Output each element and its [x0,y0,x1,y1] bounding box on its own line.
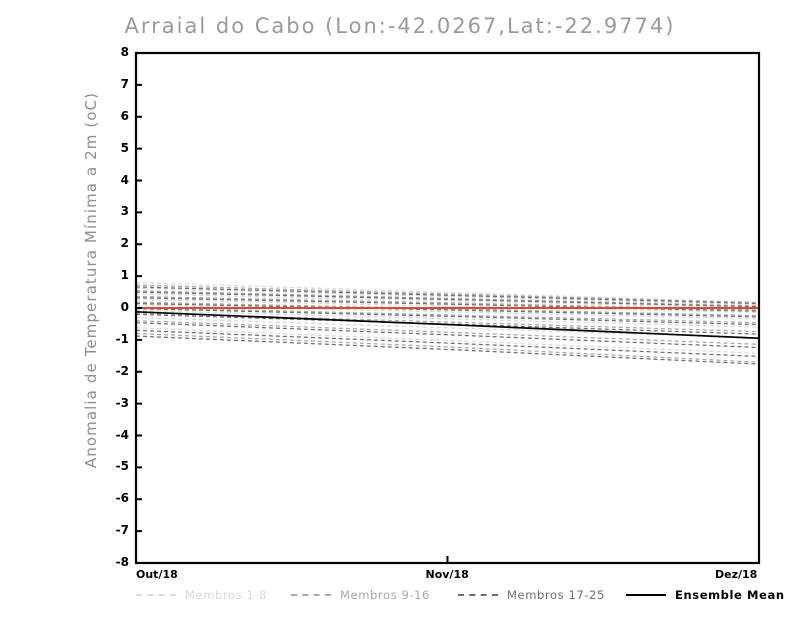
x-tick-label: Dez/18 [715,568,758,581]
member-line [136,304,759,320]
legend-label: Membros 1-8 [185,588,268,602]
y-tick-label: -1 [115,331,129,346]
member-line [136,320,759,345]
y-tick-label: -7 [115,523,129,538]
legend-label: Membros 17-25 [507,588,605,602]
ensemble-mean-line [136,310,759,340]
x-tick-label: Nov/18 [425,568,469,581]
member-line [136,284,759,304]
member-line [136,293,759,309]
y-tick-label: 3 [120,204,129,219]
y-tick-label: -3 [115,395,129,410]
member-line [136,327,759,354]
member-line [136,290,759,307]
y-tick-label: 2 [120,236,129,251]
legend-swatch-members-17-25-icon [458,594,498,596]
x-tick-label: Out/18 [136,568,178,581]
legend-label: Ensemble Mean [675,588,785,602]
member-line [136,332,759,363]
legend-swatch-members-9-16-icon [291,594,331,596]
chart-title: Arraial do Cabo (Lon:-42.0267,Lat:-22.97… [124,14,676,38]
chart-legend: Membros 1-8 Membros 9-16 Membros 17-25 Ense… [136,586,784,606]
y-tick-label: -8 [115,555,129,569]
legend-swatch-members-1-8-icon [136,594,176,596]
member-line [136,302,759,318]
y-tick-label: -2 [115,363,129,378]
member-line [136,308,759,326]
member-line [136,287,759,306]
member-line [136,299,759,314]
legend-item[interactable]: Membros 17-25 [458,586,605,604]
legend-item[interactable]: Ensemble Mean [626,586,785,604]
member-line [136,306,759,324]
legend-item[interactable]: Membros 1-8 [136,586,267,604]
member-line [136,286,759,305]
member-line [136,329,759,358]
member-line [136,322,759,349]
y-tick-label: 1 [120,268,129,283]
member-line [136,281,759,303]
member-line [136,335,759,365]
y-tick-label: -5 [115,459,129,474]
legend-label: Membros 9-16 [340,588,430,602]
y-tick-label: 0 [120,300,129,314]
y-tick-label: 6 [120,108,129,123]
y-tick-label: 7 [120,76,129,91]
member-line [136,309,759,328]
y-tick-label: 4 [120,172,129,187]
member-line [136,291,759,308]
y-tick-label: -6 [115,491,129,506]
y-tick-label: 5 [120,140,129,155]
legend-swatch-ensemble-mean-icon [626,593,666,597]
data-lines [136,281,759,365]
y-tick-label: 8 [120,45,129,59]
legend-item[interactable]: Membros 9-16 [291,586,430,604]
member-line [136,312,759,333]
y-tick-label: -4 [115,427,129,442]
